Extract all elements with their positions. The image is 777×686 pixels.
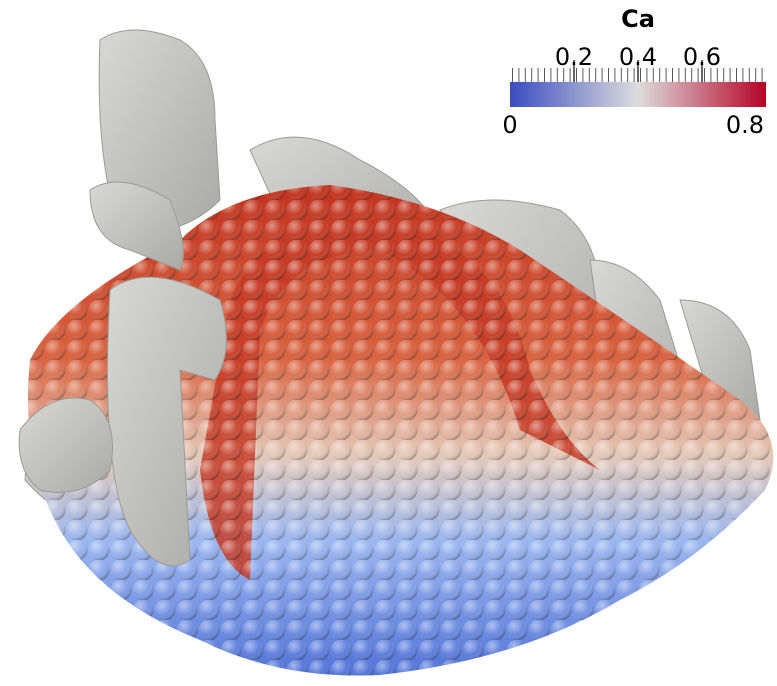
range-max-label: 0.8 xyxy=(726,111,764,139)
tick-label: 0.6 xyxy=(683,43,721,71)
colorbar-gradient xyxy=(510,82,766,107)
colorbar-title: Ca xyxy=(621,5,655,33)
colorbar: Ca 0 0.8 0.2 0.4 0.6 xyxy=(502,5,766,139)
scene: Ca 0 0.8 0.2 0.4 0.6 xyxy=(0,0,777,686)
tick-label: 0.4 xyxy=(619,43,657,71)
range-min-label: 0 xyxy=(502,111,517,139)
tick-label: 0.2 xyxy=(555,43,593,71)
